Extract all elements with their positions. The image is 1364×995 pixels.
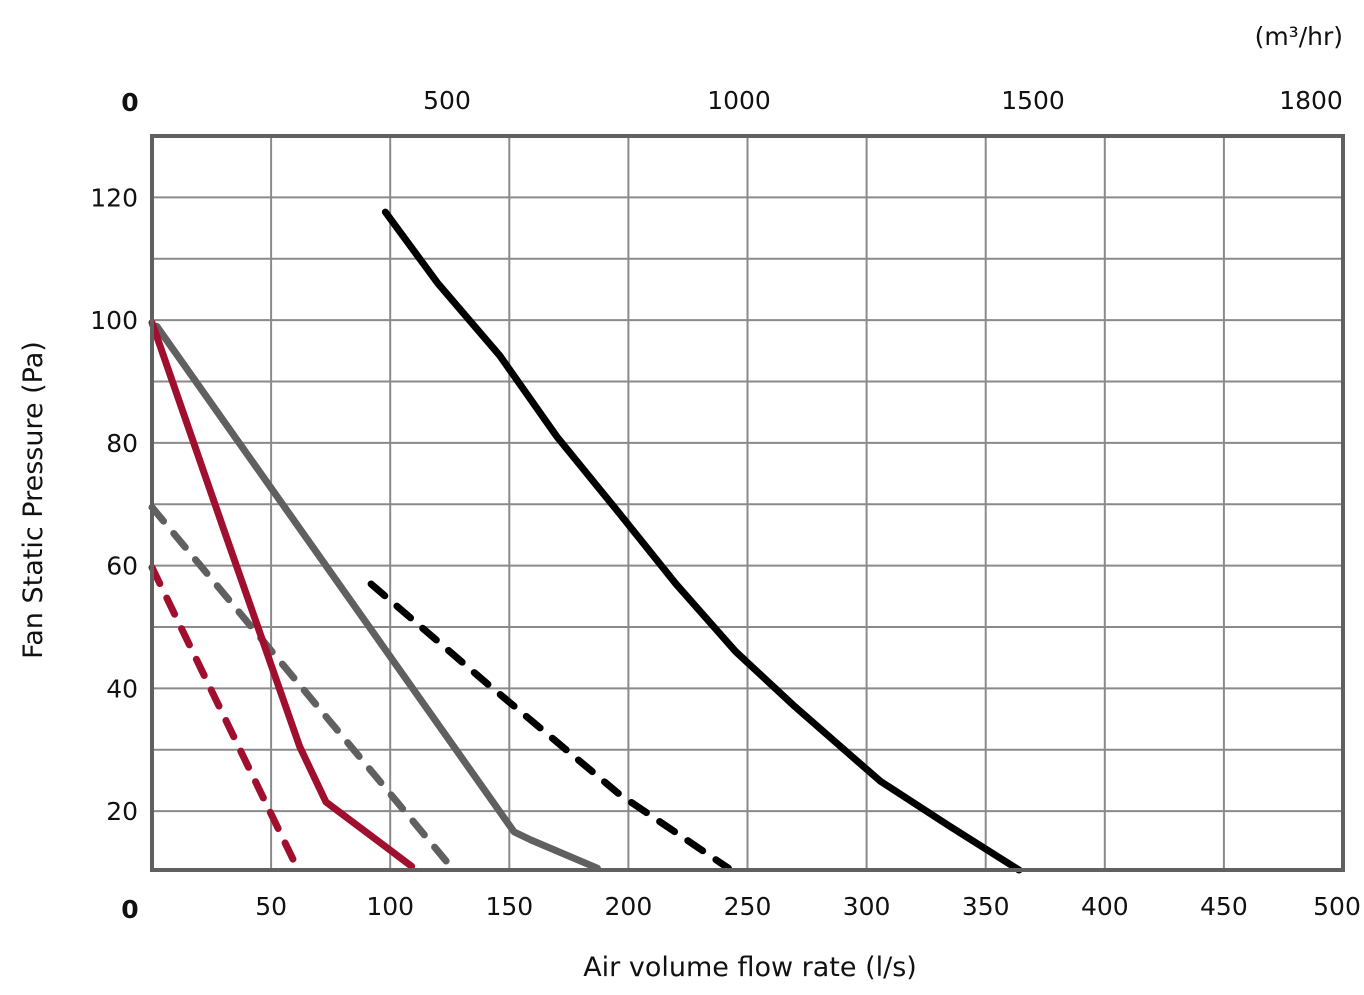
grid-lines bbox=[152, 136, 1343, 870]
secondary-x-axis-ticks: 500 1000 1500 1800 bbox=[423, 86, 1343, 115]
x-tick-label: 350 bbox=[962, 892, 1010, 921]
origin-label-bottom: 0 bbox=[121, 895, 138, 924]
y-axis-ticks: 20 40 60 80 100 120 bbox=[90, 183, 138, 826]
x-tick-label: 100 bbox=[366, 892, 414, 921]
x-tick-label: 50 bbox=[255, 892, 287, 921]
secondary-x-tick-label: 1800 bbox=[1279, 86, 1343, 115]
y-tick-label: 100 bbox=[90, 306, 138, 335]
x-tick-label: 150 bbox=[485, 892, 533, 921]
y-axis-title: Fan Static Pressure (Pa) bbox=[18, 341, 49, 659]
plot-frame bbox=[150, 134, 1345, 872]
secondary-x-axis-unit: (m³/hr) bbox=[1255, 22, 1343, 51]
x-tick-label: 250 bbox=[724, 892, 772, 921]
curve-black-dashed bbox=[367, 580, 732, 872]
curve-red-dashed bbox=[148, 563, 301, 872]
curve-red-solid bbox=[148, 319, 416, 870]
x-tick-label: 400 bbox=[1081, 892, 1129, 921]
y-tick-label: 40 bbox=[106, 674, 138, 703]
fan-curves bbox=[148, 208, 1023, 874]
y-tick-label: 80 bbox=[106, 429, 138, 458]
curve-grey-solid bbox=[153, 322, 601, 872]
secondary-x-tick-label: 500 bbox=[423, 86, 471, 115]
x-axis-ticks: 50 100 150 200 250 300 350 400 450 500 bbox=[255, 892, 1361, 921]
origin-label-top: 0 bbox=[121, 88, 138, 117]
y-tick-label: 60 bbox=[106, 552, 138, 581]
curve-grey-dashed bbox=[148, 503, 456, 872]
x-tick-label: 200 bbox=[605, 892, 653, 921]
x-tick-label: 450 bbox=[1200, 892, 1248, 921]
x-axis-title: Air volume flow rate (l/s) bbox=[583, 952, 917, 983]
secondary-x-tick-label: 1500 bbox=[1001, 86, 1065, 115]
y-tick-label: 20 bbox=[106, 797, 138, 826]
x-tick-label: 500 bbox=[1313, 892, 1361, 921]
x-tick-label: 300 bbox=[843, 892, 891, 921]
y-tick-label: 120 bbox=[90, 183, 138, 212]
curve-black-solid bbox=[381, 208, 1023, 874]
secondary-x-tick-label: 1000 bbox=[707, 86, 771, 115]
